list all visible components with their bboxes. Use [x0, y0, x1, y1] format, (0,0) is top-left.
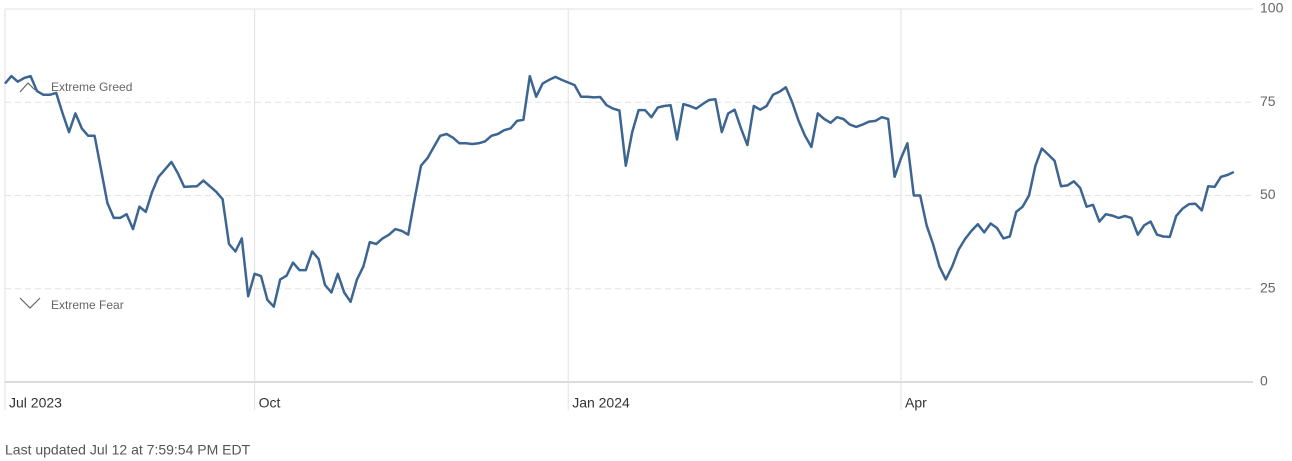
- x-tick-label: Jan 2024: [572, 395, 630, 411]
- annotation: Extreme Fear: [51, 298, 124, 312]
- annotation: Extreme Greed: [51, 80, 132, 94]
- y-tick-label: 100: [1260, 0, 1284, 16]
- line: [4, 74, 1235, 308]
- fear-icon: [19, 297, 41, 309]
- y-tick-label: 0: [1260, 373, 1268, 389]
- footnote: Last updated Jul 12 at 7:59:54 PM EDT: [5, 442, 251, 458]
- x-tick-label: Jul 2023: [9, 395, 62, 411]
- greed-icon: [19, 82, 36, 93]
- y-tick-label: 50: [1260, 186, 1276, 202]
- x-tick-label: Apr: [905, 395, 927, 411]
- y-tick-label: 75: [1260, 93, 1276, 109]
- x-tick-label: Oct: [259, 395, 281, 411]
- y-tick-label: 25: [1260, 279, 1276, 295]
